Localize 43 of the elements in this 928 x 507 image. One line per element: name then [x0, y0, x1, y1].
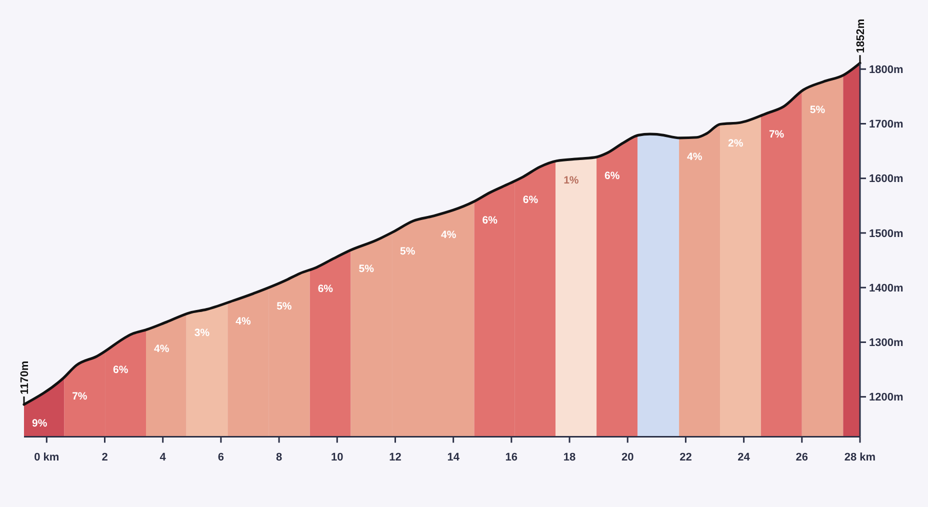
band-label: 4% — [154, 342, 170, 355]
y-tick-label: 1800m — [869, 64, 904, 76]
x-tick-label: 28 km — [844, 452, 876, 464]
band-label: 4% — [687, 150, 703, 163]
x-tick-label: 12 — [389, 452, 402, 464]
band-label: 5% — [400, 245, 416, 258]
x-tick-label: 8 — [276, 452, 282, 464]
y-tick-label: 1200m — [869, 392, 904, 404]
x-tick-label: 26 — [796, 452, 808, 464]
band-label: 5% — [810, 104, 826, 116]
x-tick-label: 22 — [680, 452, 692, 464]
x-tick-label: 24 — [738, 452, 751, 464]
x-tick-label: 2 — [102, 452, 108, 464]
x-tick-label: 20 — [621, 452, 634, 464]
x-tick-label: 10 — [331, 452, 344, 464]
x-tick-label: 18 — [563, 452, 576, 464]
y-tick-label: 1400m — [869, 282, 904, 294]
y-tick-label: 1300m — [869, 337, 904, 350]
band-label: 4% — [236, 316, 252, 328]
x-tick-label: 6 — [218, 452, 224, 464]
y-tick-label: 1500m — [869, 228, 904, 240]
y-tick-label: 1700m — [869, 118, 904, 131]
band-label: 6% — [522, 194, 539, 206]
band-label: 3% — [194, 327, 210, 340]
band-label: 6% — [113, 364, 129, 376]
band-label: 6% — [482, 214, 498, 226]
band-label: 5% — [358, 263, 375, 276]
y-tick-label: 1600m — [869, 173, 904, 186]
annotation: 1852m — [855, 18, 867, 54]
annotation: 1170m — [19, 360, 31, 394]
band-label: 7% — [768, 128, 785, 140]
band-label: 7% — [72, 390, 88, 402]
band-label: 4% — [440, 229, 457, 242]
x-tick-label: 4 — [160, 452, 167, 464]
x-tick-label: 14 — [447, 452, 460, 464]
x-tick-label: 0 km — [34, 452, 60, 464]
band-label: 6% — [604, 170, 620, 182]
band-label: 1% — [564, 174, 580, 186]
band-label: 9% — [32, 417, 48, 430]
x-tick-label: 16 — [505, 452, 518, 464]
band-label: 2% — [728, 137, 744, 150]
band-label: 6% — [318, 282, 334, 295]
band-label: 5% — [276, 300, 292, 312]
